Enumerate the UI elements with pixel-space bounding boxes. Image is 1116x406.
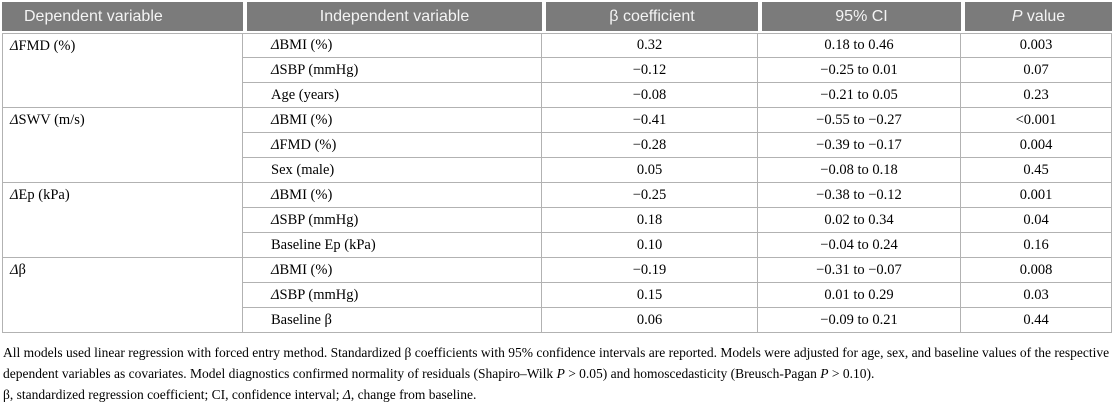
ci-cell: −0.39 to −0.17 — [758, 133, 961, 158]
dependent-variable-cell: ΔSWV (m/s) — [2, 108, 243, 183]
beta-cell: 0.06 — [542, 308, 758, 333]
column-header-dependent-variable: Dependent variable — [2, 2, 243, 33]
table-header: Dependent variable Independent variable … — [2, 2, 1112, 33]
footnote-methods: All models used linear regression with f… — [3, 345, 1110, 381]
p-value-cell: 0.23 — [961, 83, 1112, 108]
table-footnotes: All models used linear regression with f… — [3, 342, 1115, 405]
beta-cell: −0.25 — [542, 183, 758, 208]
beta-cell: 0.18 — [542, 208, 758, 233]
beta-cell: 0.10 — [542, 233, 758, 258]
ci-cell: 0.01 to 0.29 — [758, 283, 961, 308]
table-row: Age (years) −0.08 −0.21 to 0.05 0.23 — [2, 83, 1112, 108]
independent-variable-cell: ΔBMI (%) — [243, 183, 542, 208]
ci-cell: −0.08 to 0.18 — [758, 158, 961, 183]
beta-cell: −0.28 — [542, 133, 758, 158]
ci-cell: −0.55 to −0.27 — [758, 108, 961, 133]
table-row: Sex (male) 0.05 −0.08 to 0.18 0.45 — [2, 158, 1112, 183]
p-value-cell: 0.008 — [961, 258, 1112, 283]
p-value-cell: 0.03 — [961, 283, 1112, 308]
table-row: ΔFMD (%) ΔBMI (%) 0.32 0.18 to 0.46 0.00… — [2, 33, 1112, 108]
column-header-p-value: P value — [961, 2, 1112, 33]
column-header-beta-coefficient: β coefficient — [542, 2, 758, 33]
ci-cell: −0.09 to 0.21 — [758, 308, 961, 333]
p-value-cell: 0.004 — [961, 133, 1112, 158]
ci-cell: −0.38 to −0.12 — [758, 183, 961, 208]
beta-cell: 0.15 — [542, 283, 758, 308]
ci-cell: 0.18 to 0.46 — [758, 33, 961, 58]
p-value-cell: 0.44 — [961, 308, 1112, 333]
header-row: Dependent variable Independent variable … — [2, 2, 1112, 33]
column-header-95-ci: 95% CI — [758, 2, 961, 33]
ci-cell: −0.31 to −0.07 — [758, 258, 961, 283]
independent-variable-cell: ΔBMI (%) — [243, 33, 542, 58]
beta-cell: −0.19 — [542, 258, 758, 283]
ci-cell: 0.02 to 0.34 — [758, 208, 961, 233]
independent-variable-cell: ΔSBP (mmHg) — [243, 58, 542, 83]
dependent-variable-cell: Δβ — [2, 258, 243, 333]
beta-cell: −0.12 — [542, 58, 758, 83]
p-value-cell: 0.45 — [961, 158, 1112, 183]
ci-cell: −0.25 to 0.01 — [758, 58, 961, 83]
p-value-cell: <0.001 — [961, 108, 1112, 133]
table-row: ΔFMD (%) −0.28 −0.39 to −0.17 0.004 — [2, 133, 1112, 158]
table-row: Δβ ΔBMI (%) −0.19 −0.31 to −0.07 0.008 — [2, 258, 1112, 333]
table-row: ΔSBP (mmHg) 0.15 0.01 to 0.29 0.03 — [2, 283, 1112, 308]
footnote-abbreviations: β, standardized regression coefficient; … — [3, 387, 477, 402]
beta-cell: −0.08 — [542, 83, 758, 108]
independent-variable-cell: ΔSBP (mmHg) — [243, 208, 542, 233]
p-value-cell: 0.07 — [961, 58, 1112, 83]
p-value-cell: 0.001 — [961, 183, 1112, 208]
independent-variable-cell: ΔFMD (%) — [243, 133, 542, 158]
beta-cell: 0.05 — [542, 158, 758, 183]
ci-cell: −0.04 to 0.24 — [758, 233, 961, 258]
beta-cell: 0.32 — [542, 33, 758, 58]
independent-variable-cell: ΔBMI (%) — [243, 258, 542, 283]
dependent-variable-cell: ΔFMD (%) — [2, 33, 243, 108]
p-value-cell: 0.16 — [961, 233, 1112, 258]
p-value-cell: 0.003 — [961, 33, 1112, 58]
independent-variable-cell: Sex (male) — [243, 158, 542, 183]
dependent-variable-cell: ΔEp (kPa) — [2, 183, 243, 258]
table-row: Baseline Ep (kPa) 0.10 −0.04 to 0.24 0.1… — [2, 233, 1112, 258]
independent-variable-cell: Age (years) — [243, 83, 542, 108]
column-header-independent-variable: Independent variable — [243, 2, 542, 33]
table-body: ΔFMD (%) ΔBMI (%) 0.32 0.18 to 0.46 0.00… — [2, 33, 1112, 333]
table-row: ΔSBP (mmHg) 0.18 0.02 to 0.34 0.04 — [2, 208, 1112, 233]
regression-table-container: Dependent variable Independent variable … — [2, 2, 1114, 333]
independent-variable-cell: Baseline β — [243, 308, 542, 333]
regression-table: Dependent variable Independent variable … — [2, 2, 1112, 333]
table-row: ΔSWV (m/s) ΔBMI (%) −0.41 −0.55 to −0.27… — [2, 108, 1112, 183]
beta-cell: −0.41 — [542, 108, 758, 133]
independent-variable-cell: ΔBMI (%) — [243, 108, 542, 133]
table-row: Baseline β 0.06 −0.09 to 0.21 0.44 — [2, 308, 1112, 333]
independent-variable-cell: Baseline Ep (kPa) — [243, 233, 542, 258]
p-value-cell: 0.04 — [961, 208, 1112, 233]
ci-cell: −0.21 to 0.05 — [758, 83, 961, 108]
table-row: ΔEp (kPa) ΔBMI (%) −0.25 −0.38 to −0.12 … — [2, 183, 1112, 258]
table-row: ΔSBP (mmHg) −0.12 −0.25 to 0.01 0.07 — [2, 58, 1112, 83]
independent-variable-cell: ΔSBP (mmHg) — [243, 283, 542, 308]
